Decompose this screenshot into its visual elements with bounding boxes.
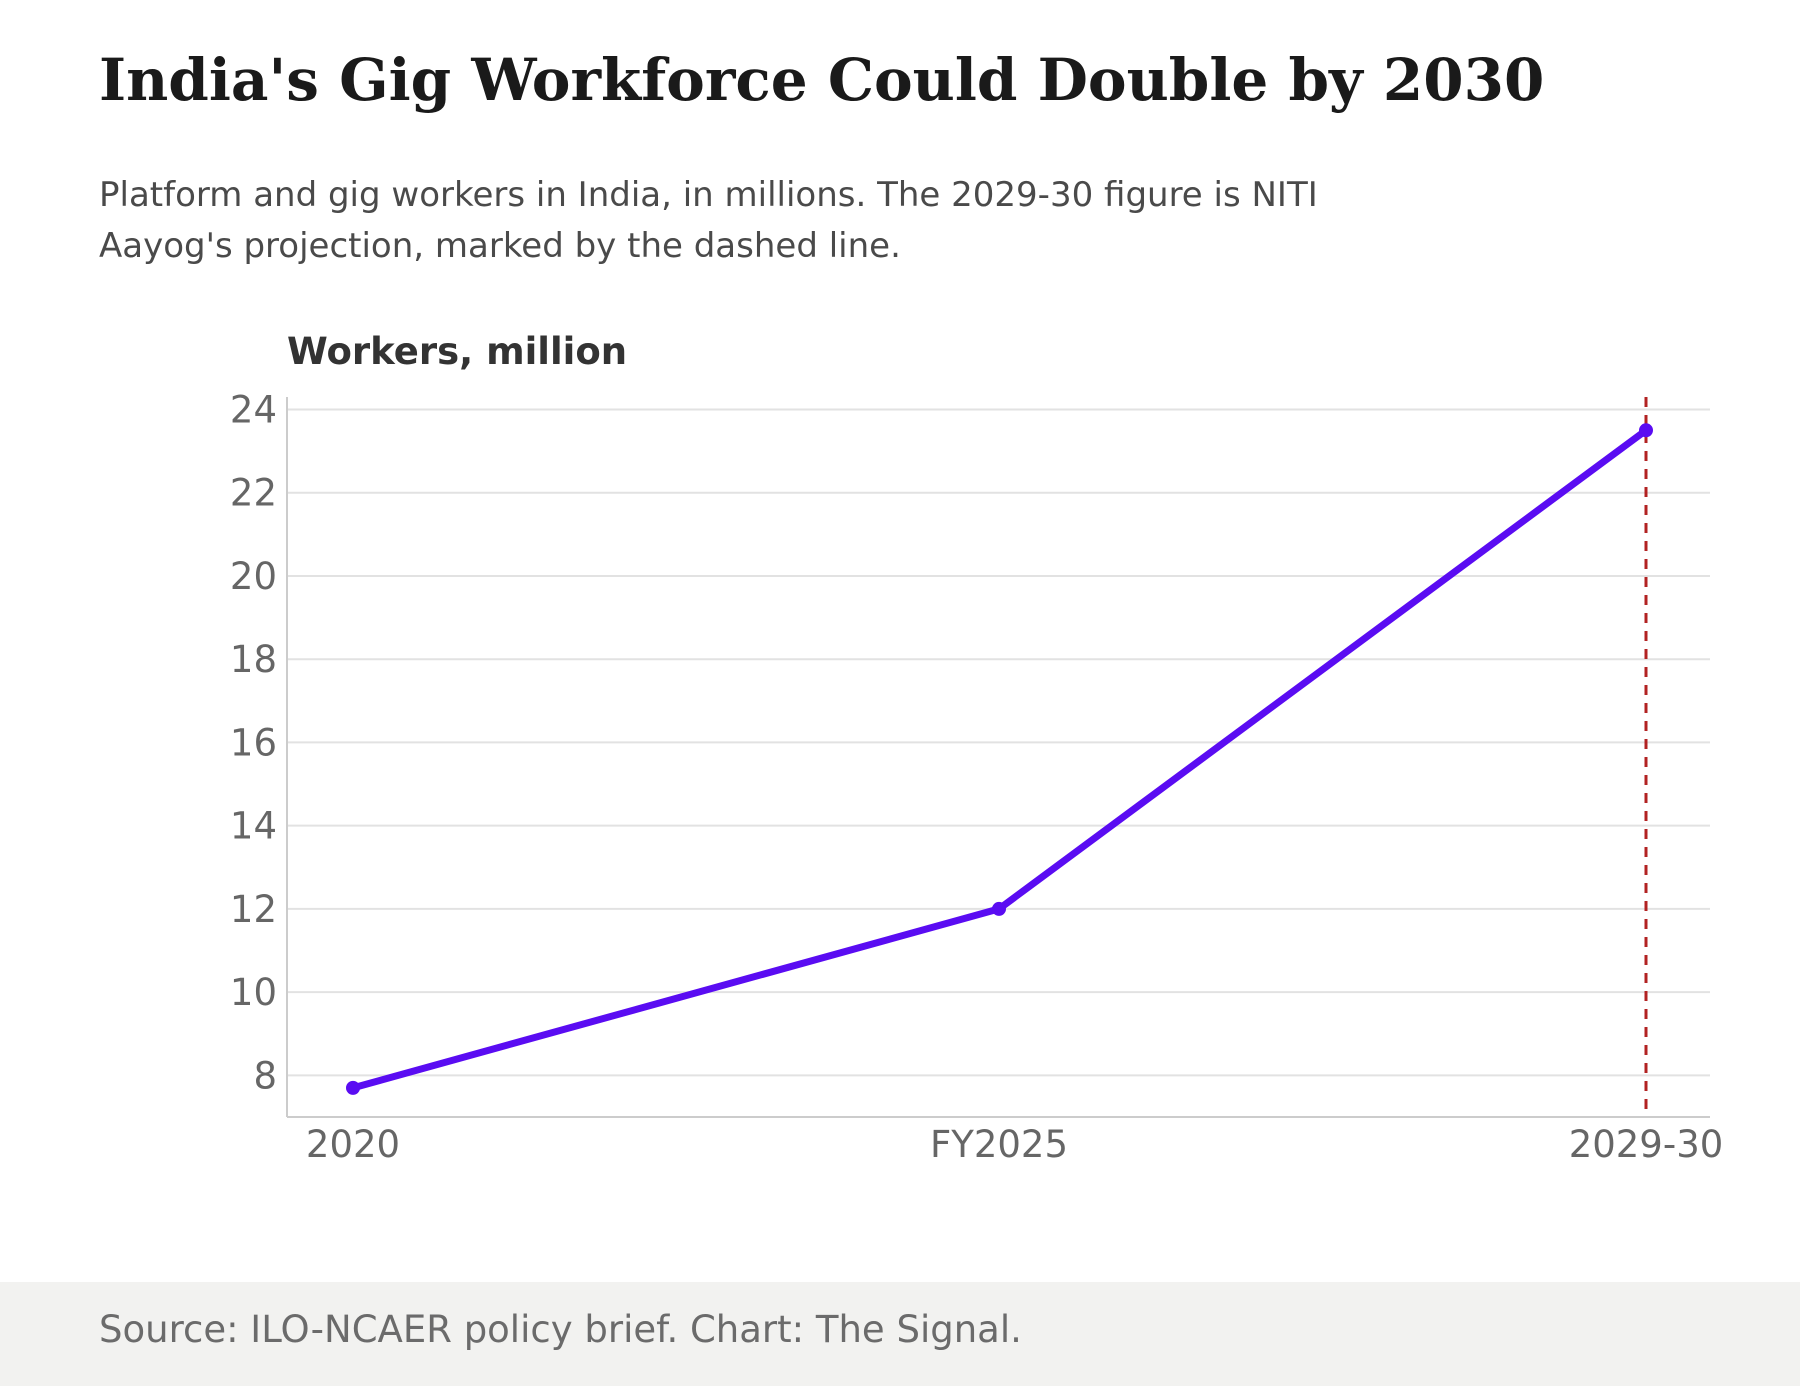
x-tick-label: 2029-30 (1569, 1123, 1724, 1166)
chart-subtitle: Platform and gig workers in India, in mi… (99, 175, 1318, 266)
x-tick-label: 2020 (306, 1123, 400, 1166)
data-point (992, 901, 1006, 916)
y-tick-labels: 8 10 12 14 16 18 20 22 24 (230, 388, 277, 1097)
chart-title: India's Gig Workforce Could Double by 20… (99, 46, 1545, 114)
y-tick-label: 16 (230, 721, 277, 764)
y-tick-label: 18 (230, 638, 277, 681)
source-note: Source: ILO-NCAER policy brief. Chart: T… (99, 1308, 1022, 1351)
gridlines (287, 408, 1710, 1077)
y-tick-label: 10 (230, 971, 277, 1014)
footer-bar: Source: ILO-NCAER policy brief. Chart: T… (0, 1282, 1800, 1386)
x-tick-label: FY2025 (930, 1123, 1068, 1166)
y-tick-label: 8 (253, 1054, 277, 1097)
y-tick-label: 22 (230, 472, 277, 515)
y-tick-label: 14 (230, 805, 277, 848)
x-tick-labels: 2020 FY2025 2029-30 (306, 1123, 1723, 1166)
y-axis-title: Workers, million (287, 330, 627, 373)
y-tick-label: 12 (230, 888, 277, 931)
data-point (346, 1080, 360, 1095)
data-point (1639, 423, 1653, 438)
line-chart: Workers, million 8 10 12 14 16 18 20 22 24 2020 F… (230, 330, 1723, 1166)
series-group (346, 423, 1653, 1095)
y-tick-label: 20 (230, 555, 277, 598)
axes (286, 397, 1710, 1118)
series-line (349, 426, 1650, 1092)
y-tick-label: 24 (230, 388, 277, 431)
